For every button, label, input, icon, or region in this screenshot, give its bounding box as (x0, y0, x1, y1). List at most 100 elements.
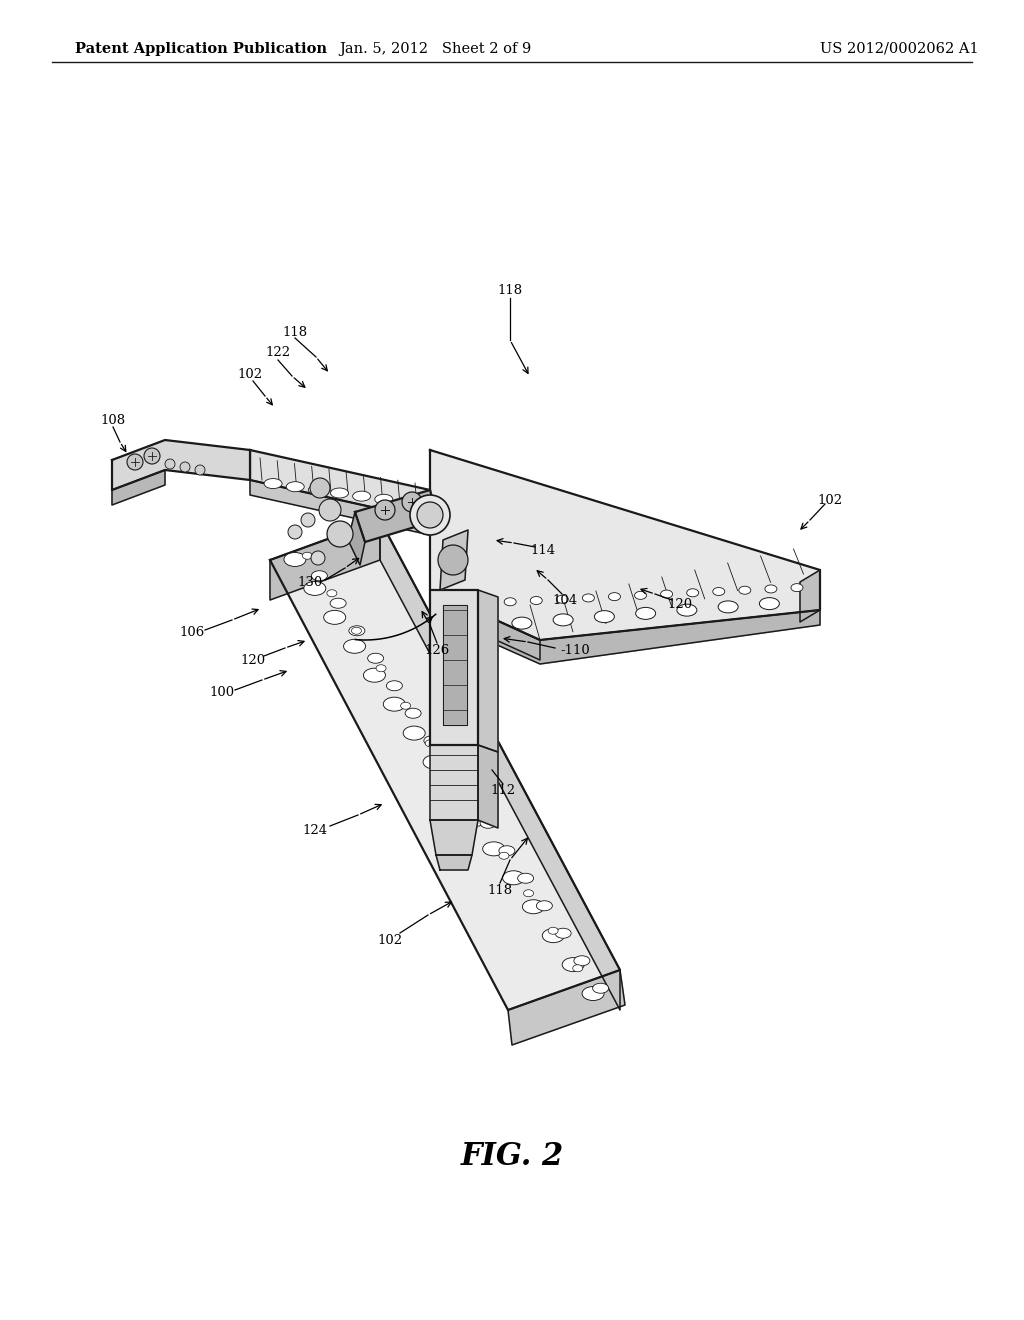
Ellipse shape (462, 791, 477, 801)
Ellipse shape (324, 610, 346, 624)
Ellipse shape (397, 498, 415, 507)
Ellipse shape (330, 598, 346, 609)
Text: FIG. 2: FIG. 2 (461, 1140, 563, 1172)
Ellipse shape (791, 583, 803, 591)
Ellipse shape (368, 653, 384, 663)
Text: 102: 102 (378, 933, 402, 946)
Text: 124: 124 (302, 824, 328, 837)
Text: Patent Application Publication: Patent Application Publication (75, 42, 327, 55)
Polygon shape (250, 450, 430, 520)
Ellipse shape (660, 590, 673, 598)
Text: 104: 104 (552, 594, 578, 606)
Ellipse shape (349, 626, 365, 636)
Ellipse shape (450, 777, 460, 784)
Ellipse shape (327, 590, 337, 597)
Ellipse shape (687, 589, 698, 597)
Ellipse shape (478, 599, 490, 607)
Ellipse shape (471, 620, 490, 632)
Ellipse shape (308, 484, 327, 495)
Ellipse shape (718, 601, 738, 612)
Polygon shape (380, 520, 620, 1010)
Ellipse shape (677, 605, 697, 616)
Ellipse shape (351, 627, 361, 634)
Circle shape (311, 550, 325, 565)
Ellipse shape (400, 702, 411, 709)
Polygon shape (430, 450, 820, 640)
Circle shape (180, 462, 190, 473)
Text: 118: 118 (498, 284, 522, 297)
Circle shape (327, 521, 353, 546)
Text: 118: 118 (487, 883, 513, 896)
Polygon shape (478, 744, 498, 828)
Ellipse shape (352, 491, 371, 502)
Circle shape (301, 513, 315, 527)
Circle shape (417, 502, 443, 528)
Polygon shape (430, 590, 820, 664)
Ellipse shape (765, 585, 777, 593)
Polygon shape (250, 480, 430, 535)
Ellipse shape (383, 697, 406, 711)
Circle shape (288, 525, 302, 539)
Ellipse shape (537, 900, 552, 911)
Ellipse shape (556, 595, 568, 603)
Text: 120: 120 (668, 598, 692, 611)
Text: -110: -110 (560, 644, 590, 656)
Circle shape (165, 459, 175, 469)
Ellipse shape (572, 965, 583, 972)
Polygon shape (478, 590, 498, 752)
Ellipse shape (406, 709, 421, 718)
Ellipse shape (739, 586, 751, 594)
Ellipse shape (594, 611, 614, 623)
Circle shape (375, 500, 395, 520)
Ellipse shape (482, 842, 505, 855)
Ellipse shape (442, 763, 459, 774)
Polygon shape (348, 512, 365, 565)
Circle shape (195, 465, 205, 475)
Polygon shape (508, 970, 625, 1045)
Text: 120: 120 (241, 653, 265, 667)
Ellipse shape (573, 956, 590, 966)
Ellipse shape (463, 813, 484, 826)
Ellipse shape (424, 735, 440, 746)
Polygon shape (430, 590, 478, 744)
Text: Jan. 5, 2012   Sheet 2 of 9: Jan. 5, 2012 Sheet 2 of 9 (339, 42, 531, 55)
Ellipse shape (375, 494, 393, 504)
Ellipse shape (364, 668, 385, 682)
Ellipse shape (504, 598, 516, 606)
Ellipse shape (608, 593, 621, 601)
Ellipse shape (480, 818, 496, 828)
Polygon shape (430, 820, 478, 855)
Ellipse shape (548, 927, 558, 935)
Ellipse shape (760, 598, 779, 610)
Polygon shape (436, 855, 472, 870)
Polygon shape (112, 470, 165, 506)
Text: 126: 126 (424, 644, 450, 656)
Ellipse shape (713, 587, 725, 595)
Ellipse shape (636, 607, 655, 619)
Polygon shape (112, 440, 250, 490)
Circle shape (310, 478, 330, 498)
Polygon shape (355, 490, 438, 543)
Ellipse shape (582, 986, 604, 1001)
Ellipse shape (499, 853, 509, 859)
Text: 122: 122 (265, 346, 291, 359)
Polygon shape (443, 605, 467, 725)
Text: US 2012/0002062 A1: US 2012/0002062 A1 (820, 42, 979, 55)
Ellipse shape (562, 957, 584, 972)
Ellipse shape (386, 681, 402, 690)
Polygon shape (430, 590, 540, 660)
Ellipse shape (376, 665, 386, 672)
Ellipse shape (304, 581, 326, 595)
Ellipse shape (543, 929, 564, 942)
Ellipse shape (499, 846, 515, 855)
Ellipse shape (555, 928, 571, 939)
Text: 130: 130 (297, 576, 323, 589)
Ellipse shape (284, 553, 306, 566)
Polygon shape (800, 570, 820, 622)
Ellipse shape (443, 784, 465, 799)
Text: 106: 106 (179, 626, 205, 639)
Ellipse shape (583, 594, 594, 602)
Ellipse shape (530, 597, 543, 605)
Ellipse shape (503, 871, 524, 884)
Text: 100: 100 (210, 685, 234, 698)
